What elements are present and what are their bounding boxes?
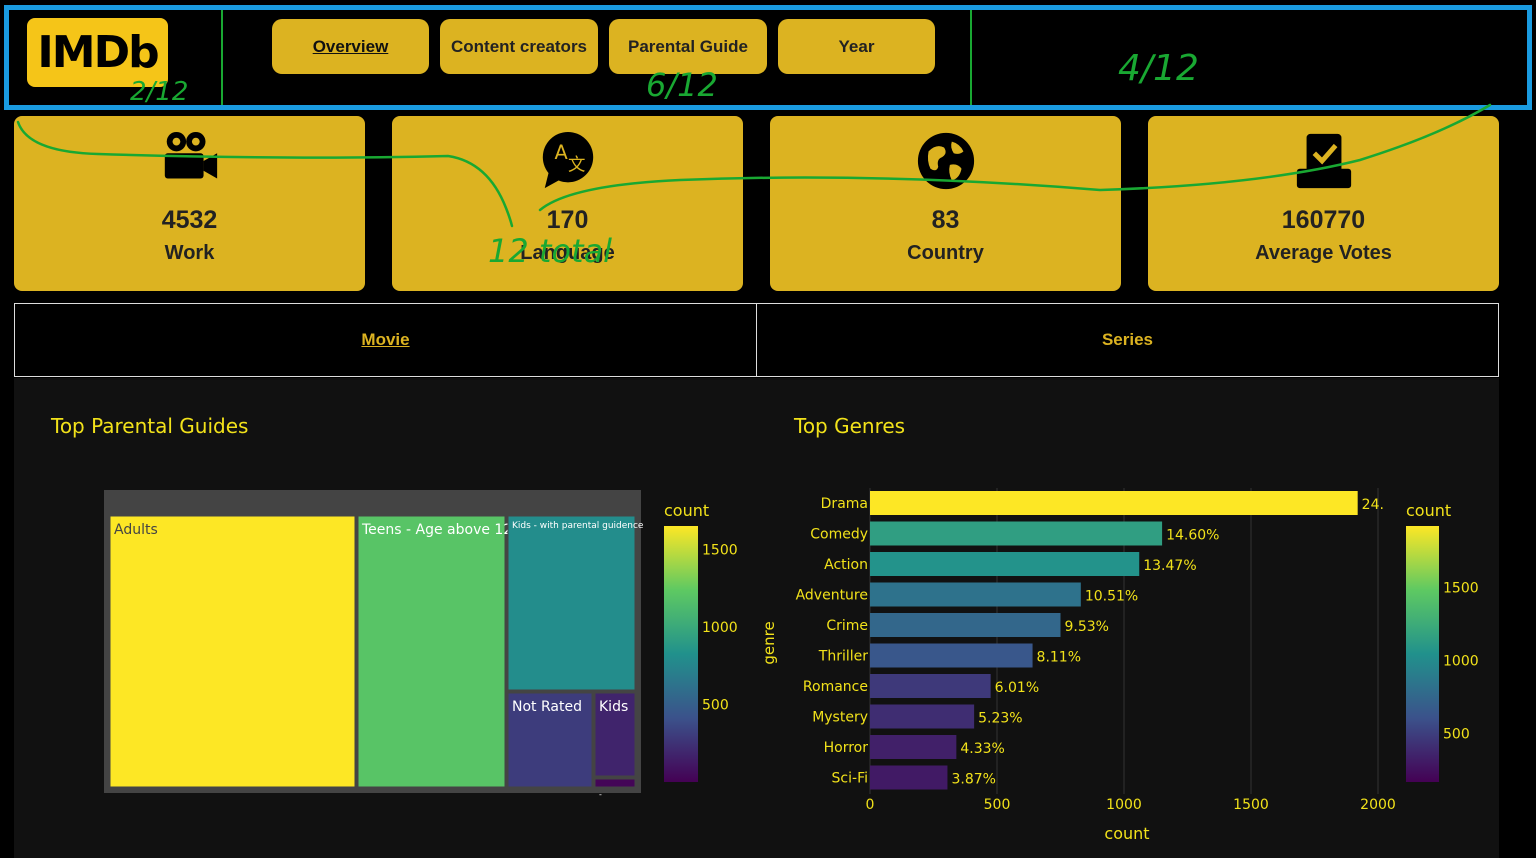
x-tick-label: 500: [984, 797, 1011, 813]
y-tick-label: Sci-Fi: [832, 771, 868, 787]
kpi-value: 170: [546, 206, 589, 234]
y-tick-label: Drama: [821, 496, 868, 512]
colorbar-tick-label: 1500: [1443, 580, 1479, 596]
bar-value-label: 3.87%: [951, 772, 995, 788]
treemap-label: Teens - Age above 12: [361, 522, 512, 538]
kpi-label: Work: [164, 242, 215, 264]
imdb-logo[interactable]: IMDb: [27, 18, 168, 87]
treemap-cell[interactable]: [594, 692, 636, 777]
bar[interactable]: [870, 552, 1140, 576]
y-axis-label: genre: [760, 621, 778, 664]
y-tick-label: Mystery: [812, 710, 868, 726]
y-tick-label: Adventure: [796, 588, 868, 604]
x-tick-label: 1500: [1233, 797, 1269, 813]
treemap-cell[interactable]: [109, 515, 356, 788]
bar[interactable]: [870, 674, 991, 698]
x-tick-label: 0: [866, 797, 875, 813]
svg-text:文: 文: [568, 156, 585, 176]
genre-bar-chart: 0 500 1000 1500 2000 Drama 24. Comedy 14.60% Act…: [760, 488, 1479, 843]
bar[interactable]: [870, 491, 1358, 515]
colorbar-title: count: [1406, 501, 1451, 520]
divider-line: [221, 10, 223, 105]
colorbar-tick-label: 500: [702, 697, 729, 713]
bar[interactable]: [870, 613, 1061, 637]
treemap-title: Top Parental Guides: [51, 414, 249, 438]
treemap-label: Kids: [599, 699, 628, 715]
tab-movie[interactable]: Movie: [14, 303, 757, 377]
bar-value-label: 14.60%: [1166, 528, 1219, 544]
bar-value-label: 13.47%: [1143, 558, 1196, 574]
ballot-box-icon: [1296, 133, 1351, 189]
bar-value-label: 4.33%: [960, 741, 1004, 757]
bar[interactable]: [870, 643, 1033, 668]
kpi-card-country: 83 Country: [770, 116, 1121, 291]
y-tick-label: Crime: [826, 618, 868, 634]
colorbar-tick-label: 1000: [1443, 654, 1479, 670]
tab-label: Series: [1101, 330, 1154, 349]
nav-content-creators-button[interactable]: Content creators: [440, 19, 598, 74]
kpi-value: 83: [931, 206, 960, 234]
treemap-cell[interactable]: [507, 515, 636, 691]
y-tick-label: Comedy: [810, 527, 868, 543]
video-camera-icon: [164, 131, 217, 179]
colorbar-tick-label: 1500: [702, 542, 738, 558]
colorbar-tick-label: 1000: [702, 620, 738, 636]
bar-value-label: 24.: [1362, 497, 1384, 513]
tab-series[interactable]: Series: [756, 303, 1499, 377]
kpi-card-language: A 文 170 Language: [392, 116, 743, 291]
x-tick-label: 2000: [1360, 797, 1396, 813]
bar[interactable]: [870, 704, 975, 729]
kpi-label: Country: [907, 242, 984, 264]
treemap-chart: Adults Teens - Age above 12 Kids - with pa…: [104, 490, 738, 798]
treemap-cell[interactable]: [594, 778, 636, 788]
kpi-card-average-votes: 160770 Average Votes: [1148, 116, 1499, 291]
kpi-value: 4532: [161, 206, 218, 234]
x-axis-label: count: [1104, 824, 1149, 843]
colorbar: [664, 526, 698, 782]
header-bar: [4, 5, 1532, 110]
colorbar-title: count: [664, 501, 709, 520]
y-tick-label: Action: [824, 557, 868, 573]
treemap-cell[interactable]: [357, 515, 506, 788]
translate-icon: A 文: [542, 131, 593, 189]
kpi-label: Average Votes: [1255, 242, 1392, 264]
treemap-label: Adults: [114, 522, 158, 538]
y-tick-label: Thriller: [818, 649, 868, 665]
treemap-cell[interactable]: [507, 692, 593, 788]
kpi-card-work: 4532 Work: [14, 116, 365, 291]
globe-icon: [917, 132, 974, 190]
x-tick-label: 1000: [1106, 797, 1142, 813]
tab-label: Movie: [361, 330, 410, 349]
colorbar-tick-label: 500: [1443, 727, 1470, 743]
bar-value-label: 9.53%: [1065, 619, 1109, 635]
nav-overview-button[interactable]: Overview: [272, 19, 429, 74]
svg-text:A: A: [554, 141, 568, 164]
treemap-label: Not Rated: [512, 699, 582, 715]
bar[interactable]: [870, 735, 957, 759]
treemap-label: -: [599, 790, 602, 798]
bar-value-label: 8.11%: [1037, 650, 1081, 666]
y-tick-label: Romance: [803, 679, 868, 695]
bar[interactable]: [870, 521, 1163, 546]
nav-parental-guide-button[interactable]: Parental Guide: [609, 19, 767, 74]
treemap-label: Kids - with parental guidence: [512, 521, 644, 531]
bar-value-label: 6.01%: [995, 680, 1039, 696]
divider-line: [970, 10, 972, 105]
kpi-label: Language: [520, 242, 615, 264]
y-tick-label: Horror: [824, 740, 869, 756]
colorbar: [1406, 526, 1439, 782]
bar-chart-title: Top Genres: [794, 414, 906, 438]
bar-value-label: 10.51%: [1085, 589, 1138, 605]
bar[interactable]: [870, 765, 948, 790]
kpi-value: 160770: [1281, 206, 1366, 234]
bar[interactable]: [870, 582, 1081, 607]
bar-value-label: 5.23%: [978, 711, 1022, 727]
nav-year-button[interactable]: Year: [778, 19, 935, 74]
